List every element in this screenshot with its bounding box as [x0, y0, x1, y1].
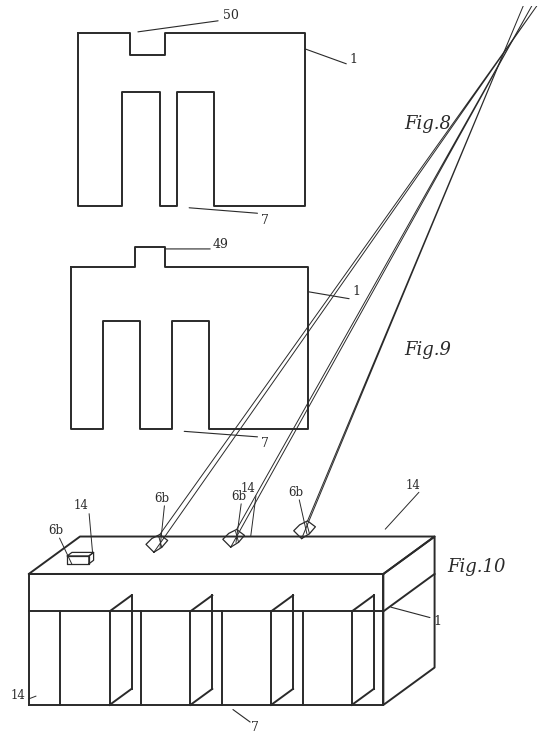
Text: 1: 1	[350, 53, 358, 66]
Text: Fig.10: Fig.10	[448, 558, 506, 576]
Text: 14: 14	[241, 482, 256, 495]
Text: 49: 49	[213, 238, 229, 250]
Text: 7: 7	[261, 437, 269, 451]
Text: 50: 50	[223, 9, 239, 22]
Text: Fig.9: Fig.9	[404, 341, 451, 359]
Text: 7: 7	[261, 214, 269, 226]
Text: 14: 14	[405, 478, 420, 492]
Text: 7: 7	[252, 721, 259, 734]
Text: 6b: 6b	[231, 490, 246, 502]
Text: 1: 1	[434, 615, 441, 628]
Text: 14: 14	[11, 688, 25, 701]
Text: 14: 14	[74, 500, 88, 512]
Text: 6b: 6b	[154, 491, 169, 505]
Text: 6b: 6b	[48, 524, 63, 537]
Text: 6b: 6b	[288, 486, 303, 499]
Text: Fig.8: Fig.8	[404, 115, 451, 133]
Text: 1: 1	[353, 285, 361, 298]
